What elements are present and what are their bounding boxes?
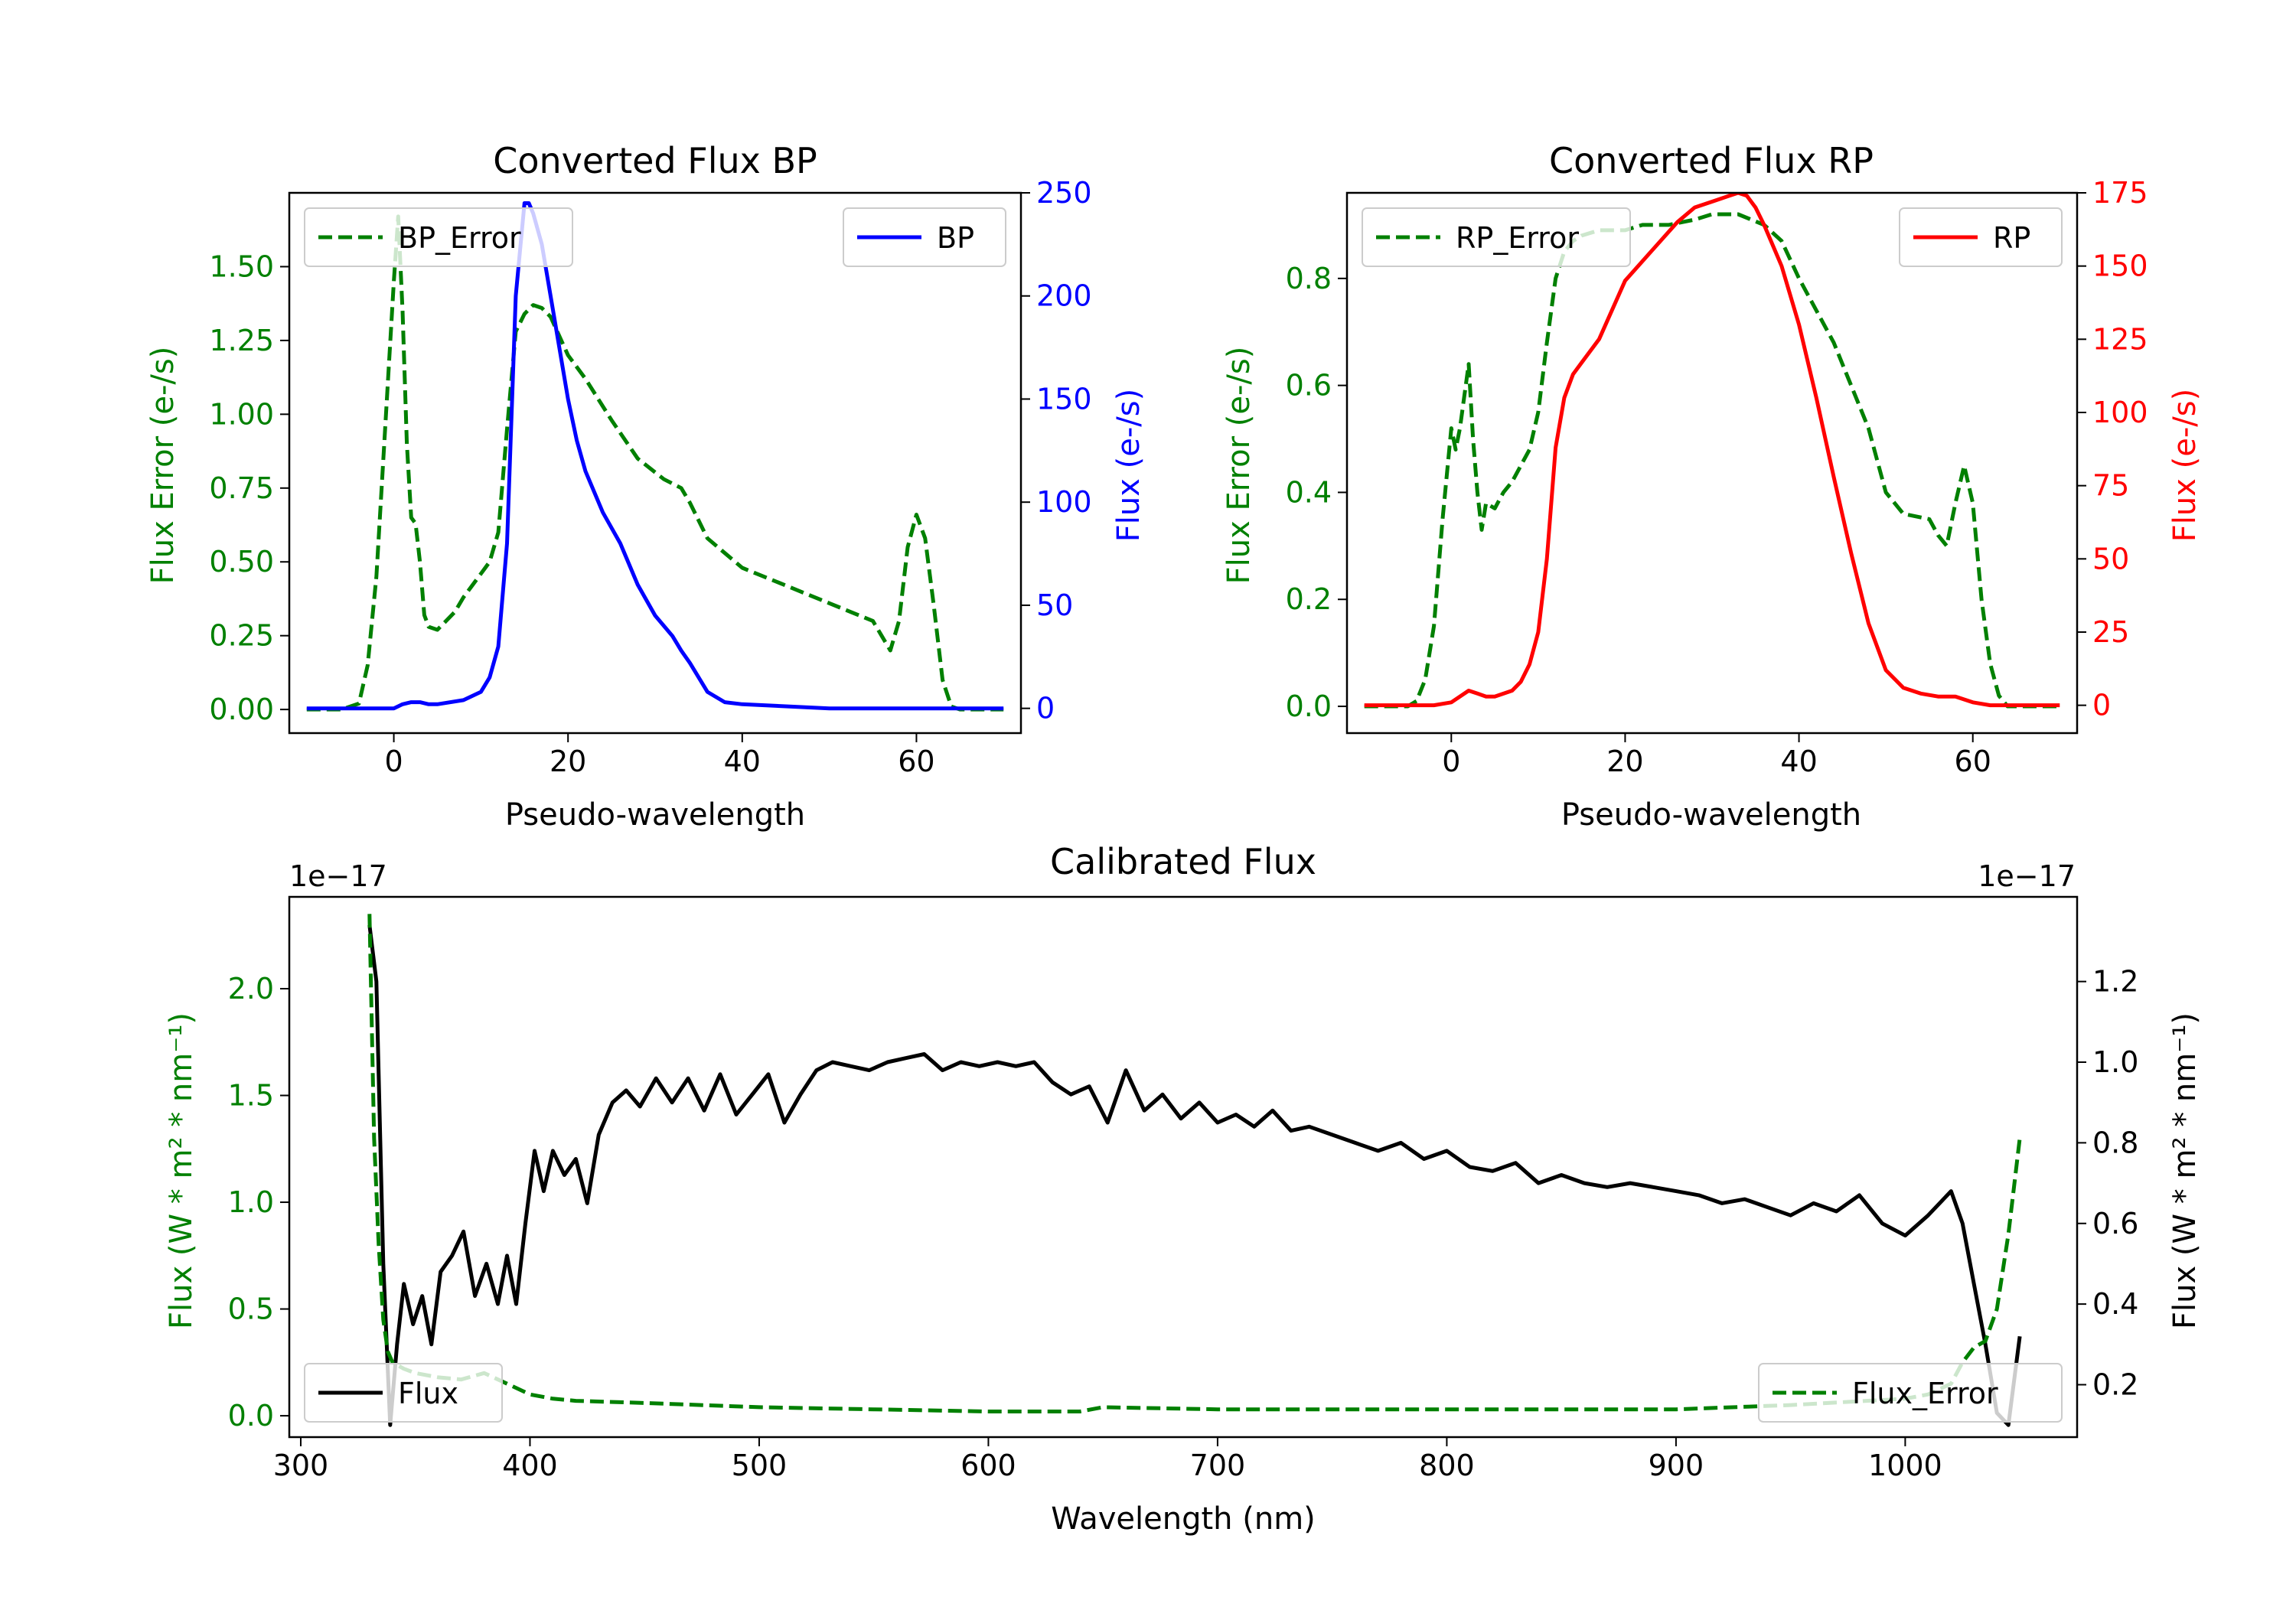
rp-legend-label: RP xyxy=(1993,221,2030,255)
calibrated-right-tick-label: 0.8 xyxy=(2092,1126,2138,1159)
calibrated-left-tick-label: 0.5 xyxy=(228,1292,274,1326)
bp-right-tick-label: 50 xyxy=(1036,588,1073,622)
calibrated-left-tick-label: 1.5 xyxy=(228,1079,274,1113)
calibrated-legend-box xyxy=(304,1363,503,1423)
bp-left-tick-label: 1.50 xyxy=(209,249,274,283)
rp-legend-rp-error: RP_Error xyxy=(1362,207,1631,267)
calibrated-left-tick-label: 2.0 xyxy=(228,972,274,1006)
calibrated-axes-frame xyxy=(288,895,2079,1439)
calibrated-left-tick-label: 1.0 xyxy=(228,1185,274,1219)
rp-legend-box xyxy=(1362,207,1631,267)
bp-right-axis-label: Flux (e-/s) xyxy=(1111,389,1146,542)
calibrated-right-offset: 1e−17 xyxy=(1978,859,2076,893)
rp-x-tick-label: 20 xyxy=(1606,745,1643,778)
calibrated-right-tick-label: 1.0 xyxy=(2092,1045,2138,1079)
rp-legend-rp: RP xyxy=(1899,207,2063,267)
calibrated-right-tick-label: 0.6 xyxy=(2092,1207,2138,1240)
bp-legend-bp-error: BP_Error xyxy=(304,207,573,267)
calibrated-x-tick-label: 300 xyxy=(273,1449,329,1482)
rp-left-tick-label: 0.6 xyxy=(1286,369,1332,403)
bp-left-tick-label: 0.75 xyxy=(209,471,274,505)
rp-legend-label: RP_Error xyxy=(1456,221,1579,255)
calibrated-series-flux-line xyxy=(367,924,2022,1427)
rp-x-tick-label: 40 xyxy=(1780,745,1817,778)
calibrated-right-axis-label: Flux (W * m² * nm⁻¹) xyxy=(2167,1012,2203,1329)
calibrated-legend-flux-error: Flux_Error xyxy=(1758,1363,2063,1423)
calibrated-x-tick-label: 600 xyxy=(960,1449,1016,1482)
bp-x-tick-label: 60 xyxy=(898,745,934,778)
calibrated-x-tick-label: 800 xyxy=(1419,1449,1475,1482)
calibrated-x-tick-label: 700 xyxy=(1190,1449,1246,1482)
bp-panel: Converted Flux BP Pseudo-wavelength Flux… xyxy=(145,140,1146,833)
rp-title: Converted Flux RP xyxy=(1549,140,1874,181)
rp-left-tick-label: 0.8 xyxy=(1286,262,1332,295)
bp-right-tick-label: 200 xyxy=(1036,279,1092,313)
bp-left-tick-label: 0.00 xyxy=(209,693,274,726)
rp-right-tick-label: 25 xyxy=(2092,615,2129,649)
calibrated-right-tick-label: 1.2 xyxy=(2092,965,2138,999)
calibrated-x-tick-label: 500 xyxy=(732,1449,788,1482)
rp-left-tick-label: 0.0 xyxy=(1286,689,1332,723)
rp-right-tick-label: 125 xyxy=(2092,322,2148,356)
rp-right-axis-label: Flux (e-/s) xyxy=(2167,389,2203,542)
bp-legend-box xyxy=(304,207,573,267)
calibrated-panel: Calibrated Flux Wavelength (nm) Flux (W … xyxy=(164,841,2203,1537)
rp-series-rp-line xyxy=(1364,193,2060,708)
bp-left-tick-label: 1.25 xyxy=(209,324,274,357)
rp-panel: Converted Flux RP Pseudo-wavelength Flux… xyxy=(1221,140,2203,833)
rp-right-tick-label: 175 xyxy=(2092,176,2148,210)
bp-left-tick-label: 0.25 xyxy=(209,619,274,653)
rp-left-tick-label: 0.2 xyxy=(1286,582,1332,616)
bp-left-tick-label: 0.50 xyxy=(209,545,274,579)
rp-right-tick-label: 75 xyxy=(2092,469,2129,503)
bp-series-bp-error-line xyxy=(306,214,1004,712)
calibrated-right-tick-label: 0.2 xyxy=(2092,1368,2138,1402)
bp-title: Converted Flux BP xyxy=(493,140,817,181)
calibrated-x-axis-label: Wavelength (nm) xyxy=(1051,1501,1316,1537)
rp-x-tick-label: 0 xyxy=(1442,745,1460,778)
bp-left-tick-label: 1.00 xyxy=(209,397,274,431)
calibrated-left-axis-label: Flux (W * m² * nm⁻¹) xyxy=(164,1012,199,1329)
bp-x-tick-label: 0 xyxy=(384,745,403,778)
rp-legend-box xyxy=(1899,207,2063,267)
bp-right-tick-label: 0 xyxy=(1036,692,1055,725)
rp-right-tick-label: 0 xyxy=(2092,689,2111,722)
bp-x-tick-label: 40 xyxy=(724,745,761,778)
calibrated-x-tick-label: 900 xyxy=(1649,1449,1704,1482)
calibrated-legend-box xyxy=(1758,1363,2063,1423)
rp-right-tick-label: 50 xyxy=(2092,542,2129,575)
bp-left-axis-label: Flux Error (e-/s) xyxy=(145,347,181,585)
bp-axes-frame xyxy=(288,191,1022,735)
calibrated-right-tick-label: 0.4 xyxy=(2092,1287,2138,1321)
bp-legend-box xyxy=(843,207,1006,267)
bp-series-group xyxy=(306,201,1004,712)
calibrated-legend-label: Flux xyxy=(398,1377,458,1410)
calibrated-legend-flux: Flux xyxy=(304,1363,503,1423)
bp-legend-label: BP xyxy=(937,221,974,255)
rp-right-tick-label: 150 xyxy=(2092,249,2148,283)
bp-right-tick-label: 150 xyxy=(1036,382,1092,416)
bp-series-bp-line xyxy=(306,201,1004,711)
rp-left-axis-label: Flux Error (e-/s) xyxy=(1221,347,1257,585)
calibrated-left-tick-label: 0.0 xyxy=(228,1399,274,1433)
rp-x-tick-label: 60 xyxy=(1955,745,1991,778)
rp-left-tick-label: 0.4 xyxy=(1286,475,1332,509)
calibrated-x-tick-label: 1000 xyxy=(1868,1449,1942,1482)
bp-legend-bp: BP xyxy=(843,207,1006,267)
bp-right-tick-label: 100 xyxy=(1036,485,1092,519)
calibrated-title: Calibrated Flux xyxy=(1050,841,1316,882)
rp-right-tick-label: 100 xyxy=(2092,396,2148,429)
rp-x-axis-label: Pseudo-wavelength xyxy=(1561,797,1861,833)
bp-legend-label: BP_Error xyxy=(398,221,521,255)
bp-x-tick-label: 20 xyxy=(550,745,586,778)
calibrated-left-offset: 1e−17 xyxy=(289,859,387,893)
rp-axes-frame xyxy=(1345,191,2079,735)
bp-x-axis-label: Pseudo-wavelength xyxy=(505,797,805,833)
calibrated-x-tick-label: 400 xyxy=(502,1449,558,1482)
calibrated-legend-label: Flux_Error xyxy=(1852,1377,1998,1410)
bp-right-tick-label: 250 xyxy=(1036,176,1092,210)
